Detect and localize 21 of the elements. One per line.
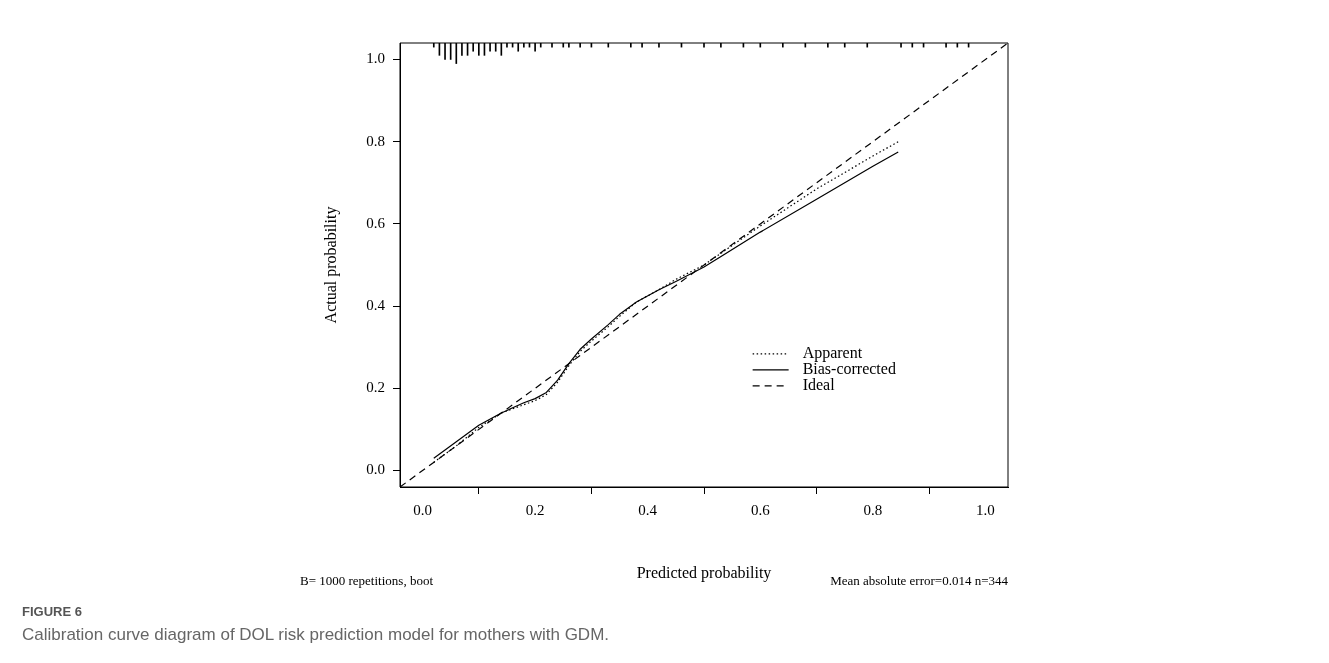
text: B= 1000 repetitions, boot: [300, 573, 434, 588]
x-axis-title: Predicted probability: [636, 563, 772, 582]
x-tick-label: 0.6: [750, 501, 771, 518]
x-tick-label: 1.0: [976, 501, 995, 518]
legend-label: Bias-corrected: [802, 360, 896, 377]
legend-label: Ideal: [802, 376, 836, 393]
x-tick-label: 0.4: [638, 501, 658, 518]
y-tick-label: 0.0: [366, 461, 385, 478]
caption: FIGURE 6: [22, 604, 83, 619]
y-tick-label: 0.8: [366, 132, 385, 149]
legend-label: Apparent: [802, 344, 863, 362]
y-tick-label: 0.6: [366, 214, 386, 231]
y-axis-title: Actual probability: [321, 206, 340, 324]
x-tick-label: 0.0: [413, 501, 432, 518]
y-tick-label: 1.0: [366, 50, 385, 67]
text: Calibration curve diagram of DOL risk prediction model for mothers with GDM.: [22, 625, 610, 645]
x-tick-label: 0.8: [863, 501, 883, 518]
y-tick-label: 0.4: [366, 297, 386, 314]
y-tick-label: 0.2: [366, 379, 385, 396]
x-tick-label: 0.2: [525, 501, 545, 518]
text: Mean absolute error=0.014 n=344: [830, 573, 1009, 588]
